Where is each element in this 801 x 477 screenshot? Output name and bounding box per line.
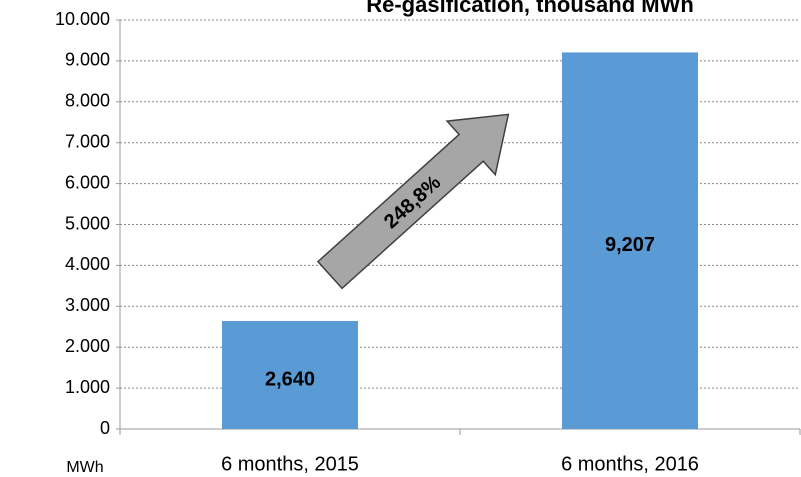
bar (562, 52, 698, 429)
y-tick-label: 0 (100, 418, 110, 438)
x-tick-label: 6 months, 2016 (561, 453, 699, 475)
y-tick-label: 5.000 (65, 213, 110, 233)
y-tick-label: 2.000 (65, 336, 110, 356)
y-tick-label: 9.000 (65, 50, 110, 70)
bar (222, 321, 358, 429)
y-tick-label: 3.000 (65, 295, 110, 315)
arrow-shape (316, 113, 510, 290)
y-axis-label: MWh (66, 459, 103, 476)
data-label: 2,640 (265, 368, 315, 390)
x-tick-label: 6 months, 2015 (221, 453, 359, 475)
y-tick-label: 1.000 (65, 377, 110, 397)
y-tick-label: 4.000 (65, 254, 110, 274)
y-tick-label: 7.000 (65, 131, 110, 151)
data-label: 9,207 (605, 234, 655, 256)
y-tick-label: 8.000 (65, 91, 110, 111)
chart-title: Re-gasification, thousand MWh (366, 0, 694, 17)
growth-arrow: 248,8% (316, 113, 510, 290)
y-tick-label: 6.000 (65, 172, 110, 192)
y-tick-label: 10.000 (55, 9, 110, 29)
